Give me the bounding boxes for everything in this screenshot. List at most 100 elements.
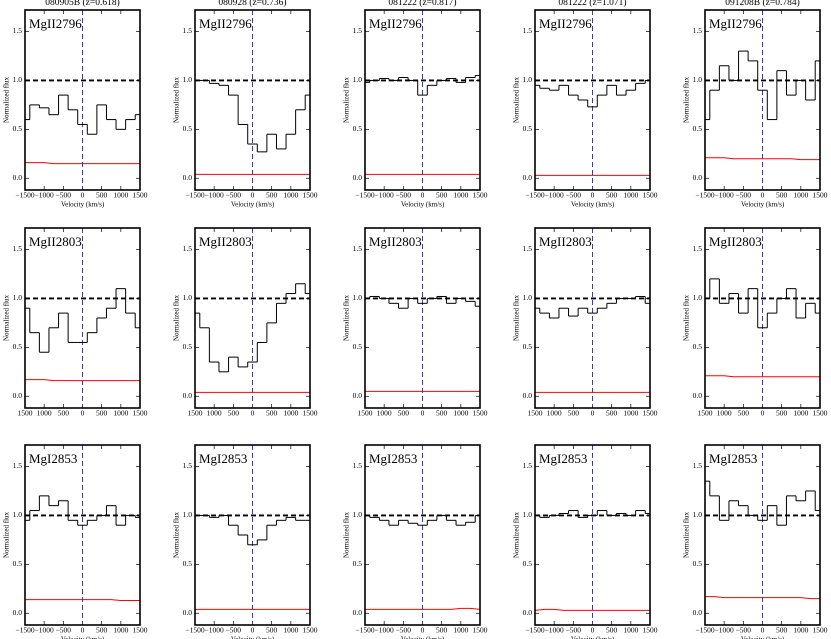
x-tick-label: 500 [436, 626, 448, 635]
x-tick-label: 500 [96, 626, 108, 635]
x-tick-label: −1000 [205, 626, 224, 635]
x-tick-label: −1000 [375, 191, 394, 200]
x-tick-label: 0 [761, 191, 765, 200]
error-line [534, 608, 650, 611]
plot-frame [534, 9, 651, 191]
error-line [705, 157, 820, 161]
x-tick-label: 500 [398, 409, 410, 418]
x-tick-label: 500 [58, 409, 70, 418]
y-tick-label: 0.0 [353, 608, 363, 617]
x-tick-label: 1000 [623, 409, 638, 418]
y-axis-label: Normalized flux [343, 511, 351, 558]
x-tick-label: −500 [736, 191, 752, 200]
x-tick-label: 1500 [358, 409, 373, 418]
x-axis-label: Velocity (km/s) [61, 636, 105, 639]
y-tick-label: 0.5 [13, 559, 23, 568]
y-axis-label: Normalized flux [513, 294, 521, 341]
line-label: MgII2803 [29, 234, 82, 249]
y-tick-label: 1.0 [13, 510, 23, 519]
x-axis-label: Velocity (km/s) [401, 201, 445, 209]
x-tick-label: 500 [606, 191, 618, 200]
y-tick-label: 0.0 [353, 391, 363, 400]
y-tick-label: 1.0 [183, 510, 193, 519]
x-tick-label: 500 [776, 409, 788, 418]
x-tick-label: 1000 [793, 626, 808, 635]
x-tick-label: −1500 [15, 626, 34, 635]
line-label: MgI2853 [29, 451, 77, 466]
x-axis-label: Velocity (km/s) [61, 201, 105, 209]
y-tick-label: 0.5 [13, 342, 23, 351]
x-tick-label: 500 [606, 626, 618, 635]
x-tick-label: 1000 [37, 409, 52, 418]
x-tick-label: 500 [606, 409, 618, 418]
y-axis-label: Normalized flux [343, 294, 351, 341]
y-tick-label: 1.5 [693, 461, 703, 470]
y-tick-label: 1.5 [353, 461, 363, 470]
x-tick-label: 1000 [623, 626, 638, 635]
x-tick-label: −500 [396, 191, 412, 200]
x-tick-label: 0 [81, 191, 85, 200]
y-tick-label: 1.5 [183, 26, 193, 35]
y-tick-label: 1.0 [523, 510, 533, 519]
x-tick-label: 500 [776, 191, 788, 200]
x-tick-label: −500 [226, 191, 242, 200]
line-label: MgII2803 [199, 234, 252, 249]
plot-frame [364, 444, 481, 626]
column-title: 081222 (z=0.817) [388, 0, 456, 8]
x-tick-label: 1500 [698, 409, 713, 418]
y-tick-label: 0.0 [13, 173, 23, 182]
x-axis-label: Velocity (km/s) [741, 636, 785, 639]
y-axis-label: Normalized flux [3, 511, 11, 558]
x-tick-label: 1000 [453, 409, 468, 418]
x-tick-label: −1500 [185, 626, 204, 635]
y-tick-label: 1.5 [13, 26, 23, 35]
y-tick-label: 0.5 [13, 124, 23, 133]
x-tick-label: 500 [266, 626, 278, 635]
plot-frame [24, 9, 141, 191]
x-tick-label: −1000 [545, 191, 564, 200]
y-tick-label: 1.0 [353, 75, 363, 84]
plot-frame [24, 444, 141, 626]
x-tick-label: 500 [436, 191, 448, 200]
x-tick-label: 500 [568, 409, 580, 418]
line-label: MgI2853 [369, 451, 417, 466]
x-tick-label: 1500 [643, 626, 658, 635]
x-tick-label: −1000 [715, 626, 734, 635]
y-tick-label: 1.0 [523, 293, 533, 302]
x-tick-label: 1500 [18, 409, 33, 418]
y-tick-label: 0.5 [183, 342, 193, 351]
x-tick-label: 1500 [188, 409, 203, 418]
x-tick-label: 0 [591, 191, 595, 200]
y-axis-label: Normalized flux [513, 76, 521, 123]
x-tick-label: −500 [566, 191, 582, 200]
y-tick-label: 1.5 [523, 244, 533, 253]
x-tick-label: 500 [738, 409, 750, 418]
line-label: MgII2796 [539, 16, 592, 31]
x-axis-label: Velocity (km/s) [741, 201, 785, 209]
y-tick-label: 0.5 [693, 342, 703, 351]
x-tick-label: 1500 [303, 626, 318, 635]
y-tick-label: 0.0 [523, 173, 533, 182]
x-tick-label: −500 [226, 626, 242, 635]
x-tick-label: 1500 [813, 191, 828, 200]
column-title: 091208B (z=0.784) [725, 0, 800, 8]
column-title: 081222 (z=1.071) [558, 0, 626, 8]
x-axis-label: Velocity (km/s) [571, 636, 615, 639]
y-axis-label: Normalized flux [683, 76, 691, 123]
x-tick-label: 0 [251, 191, 255, 200]
y-tick-label: 1.0 [693, 293, 703, 302]
x-axis-label: Velocity (km/s) [401, 636, 445, 639]
y-tick-label: 1.5 [523, 461, 533, 470]
x-tick-label: 500 [266, 409, 278, 418]
error-line [705, 596, 820, 600]
line-label: MgI2853 [199, 451, 247, 466]
x-tick-label: 500 [228, 409, 240, 418]
y-axis-label: Normalized flux [3, 76, 11, 123]
x-tick-label: 1000 [207, 409, 222, 418]
x-tick-label: 1500 [473, 191, 488, 200]
y-tick-label: 1.0 [523, 75, 533, 84]
line-label: MgII2796 [369, 16, 422, 31]
x-tick-label: 1000 [283, 626, 298, 635]
x-tick-label: −1500 [355, 626, 374, 635]
y-tick-label: 1.5 [183, 244, 193, 253]
